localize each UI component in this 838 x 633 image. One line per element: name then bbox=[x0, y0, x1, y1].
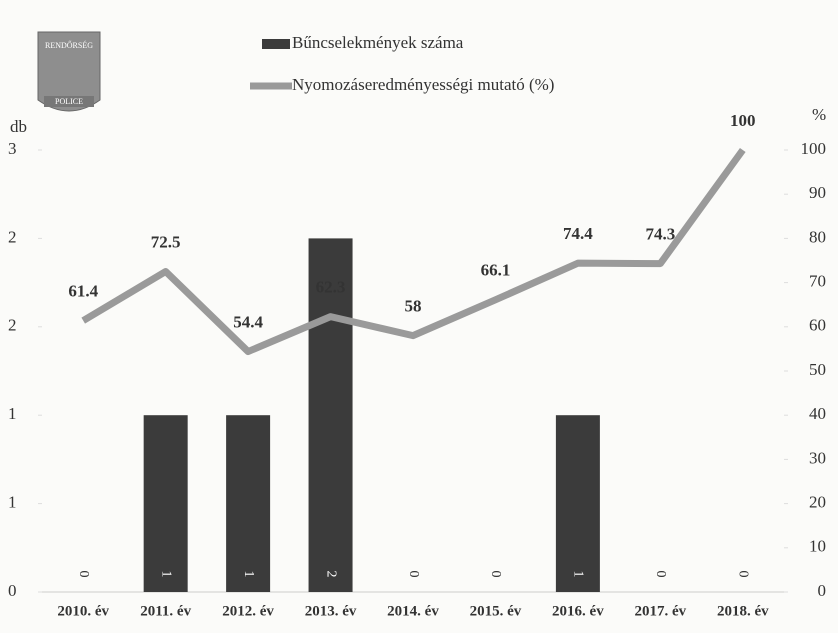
y-tick-label: 3 bbox=[8, 139, 17, 158]
y-tick-label: 1 bbox=[8, 493, 17, 512]
y2-tick-label: 60 bbox=[809, 316, 826, 335]
bar-value-label: 1 bbox=[158, 571, 173, 578]
legend-label: Nyomozáseredményességi mutató (%) bbox=[292, 75, 554, 94]
x-tick-label: 2010. év bbox=[57, 603, 109, 619]
x-tick-label: 2015. év bbox=[470, 603, 522, 619]
line-value-label: 74.4 bbox=[563, 224, 593, 243]
bar-value-label: 0 bbox=[653, 571, 668, 578]
y-tick-label: 1 bbox=[8, 404, 17, 423]
bar bbox=[555, 415, 600, 592]
legend-swatch bbox=[262, 39, 290, 49]
y2-tick-label: 50 bbox=[809, 360, 826, 379]
x-tick-label: 2016. év bbox=[552, 603, 604, 619]
x-tick-label: 2013. év bbox=[305, 603, 357, 619]
line-value-label: 58 bbox=[405, 297, 422, 316]
x-tick-label: 2012. év bbox=[222, 603, 274, 619]
y-tick-label: 0 bbox=[8, 581, 17, 600]
y2-tick-label: 0 bbox=[818, 581, 827, 600]
bar bbox=[143, 415, 188, 592]
y-tick-label: 2 bbox=[8, 316, 17, 335]
y2-tick-label: 70 bbox=[809, 272, 826, 291]
y-axis-label: db bbox=[10, 117, 27, 136]
y2-tick-label: 90 bbox=[809, 183, 826, 202]
bar bbox=[226, 415, 271, 592]
legend-label: Bűncselekmények száma bbox=[292, 33, 464, 52]
line-value-label: 72.5 bbox=[151, 232, 181, 251]
bar-value-label: 0 bbox=[488, 571, 503, 578]
logo-top-text: RENDŐRSÉG bbox=[45, 40, 93, 50]
y2-tick-label: 40 bbox=[809, 404, 826, 423]
y2-tick-label: 30 bbox=[809, 448, 826, 467]
bar-value-label: 2 bbox=[323, 571, 338, 578]
bar-value-label: 0 bbox=[406, 571, 421, 578]
line-value-label: 100 bbox=[730, 111, 756, 130]
line bbox=[81, 147, 746, 356]
bar bbox=[308, 238, 353, 592]
bar-value-label: 1 bbox=[241, 571, 256, 578]
line-value-label: 54.4 bbox=[233, 312, 263, 331]
x-tick-label: 2014. év bbox=[387, 603, 439, 619]
x-tick-label: 2017. év bbox=[634, 603, 686, 619]
line-value-label: 61.4 bbox=[68, 282, 98, 301]
y2-tick-label: 80 bbox=[809, 227, 826, 246]
y-tick-label: 2 bbox=[8, 227, 17, 246]
line-value-label: 74.3 bbox=[645, 225, 675, 244]
y2-tick-label: 100 bbox=[801, 139, 827, 158]
y2-axis-label: % bbox=[812, 105, 826, 124]
logo-bottom-text: POLICE bbox=[55, 97, 83, 106]
bar-value-label: 0 bbox=[76, 571, 91, 578]
line-value-label: 66.1 bbox=[481, 261, 511, 280]
logo: RENDŐRSÉG POLICE bbox=[37, 31, 101, 112]
line-value-label: 62.3 bbox=[316, 278, 346, 297]
x-tick-label: 2011. év bbox=[140, 603, 191, 619]
bar-value-label: 0 bbox=[736, 571, 751, 578]
y2-tick-label: 20 bbox=[809, 493, 826, 512]
y2-tick-label: 10 bbox=[809, 537, 826, 556]
logo-shield bbox=[37, 31, 101, 112]
x-tick-label: 2018. év bbox=[717, 603, 769, 619]
logo-banner bbox=[44, 96, 94, 107]
bar-value-label: 1 bbox=[571, 571, 586, 578]
